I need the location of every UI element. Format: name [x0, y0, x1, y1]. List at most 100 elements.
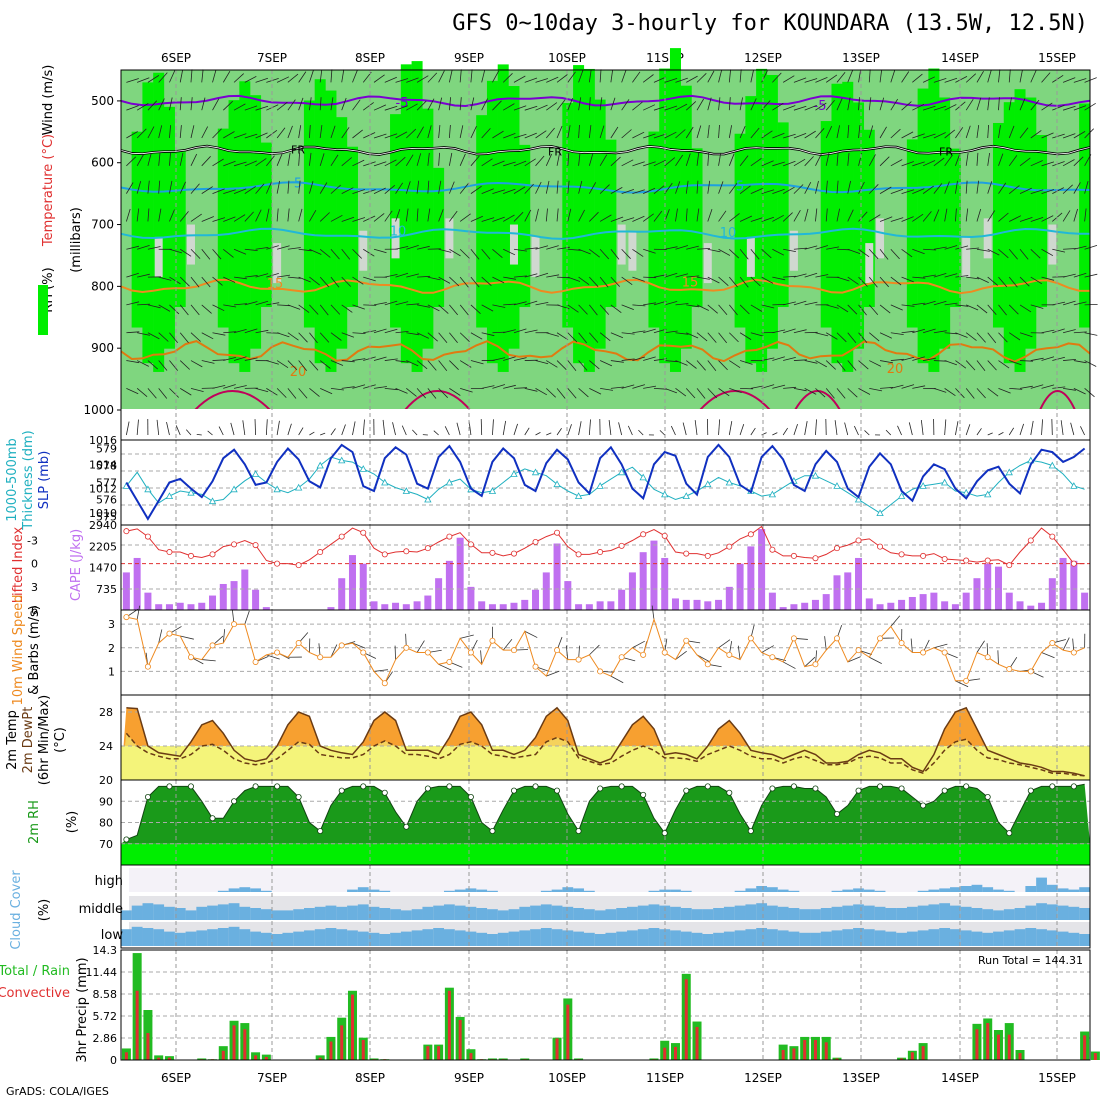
wind-barb [998, 332, 1008, 343]
wind-barb [858, 388, 871, 395]
wind-barb [890, 276, 902, 286]
precip-convective-bar [910, 1052, 914, 1060]
bottom-day-label-2: 8SEP [355, 1071, 385, 1085]
wind-barb [513, 211, 524, 222]
wind-barb [675, 154, 684, 167]
wind-barb [212, 69, 217, 83]
wind-barb [653, 76, 666, 83]
wind-barb [255, 273, 269, 278]
wind-barb [276, 332, 290, 338]
wind-barb [600, 387, 613, 391]
contour-15 [120, 278, 1091, 295]
cape-bar [973, 578, 981, 610]
cloud-bar-middle [766, 905, 778, 920]
wind-barb [255, 105, 269, 111]
contour-25-loop-1 [404, 390, 471, 411]
wind-barb [826, 304, 839, 309]
wind-barb [395, 156, 406, 167]
cloud-bar-middle [196, 906, 208, 920]
rh-high-patch [508, 86, 520, 349]
wind-barb [406, 360, 419, 367]
wind-barb [944, 332, 958, 335]
wind-barb [169, 97, 173, 111]
wind-barb [201, 360, 215, 364]
wind-barb [901, 304, 915, 307]
lifted-index-line-marker [726, 543, 733, 550]
wind-barb [750, 69, 754, 83]
wind-barb [869, 332, 880, 342]
wind-barb [653, 133, 667, 139]
wind-barb [524, 247, 538, 250]
precip-tick-1: 11.44 [86, 966, 118, 979]
wind-barb [804, 208, 809, 222]
wind-barb [513, 105, 527, 111]
wind-barb [610, 126, 619, 139]
cross-section-surface-gap [121, 409, 1090, 439]
wind-barb [772, 102, 784, 111]
wind-barb [686, 360, 697, 369]
wind-barb [136, 208, 140, 222]
wind-barb [287, 208, 290, 222]
wind-barb [825, 360, 836, 370]
cloud-bar-low [357, 931, 369, 946]
wind-barb [503, 248, 516, 256]
wind-barb [147, 304, 161, 309]
cloud-bar-middle [476, 908, 488, 920]
wind-barb [169, 152, 171, 166]
slp-tick-1010: 1010 [89, 507, 117, 520]
wind-barb [427, 208, 431, 222]
cloud-bar-high [1036, 877, 1047, 892]
wind-barb [858, 211, 868, 222]
wind-speed-line-marker [726, 651, 733, 658]
contour-label-fr-3: FR [939, 145, 953, 158]
wind-barb [1030, 130, 1042, 139]
precip-convective-bar [792, 1048, 796, 1060]
wind-barb [567, 304, 579, 313]
lifted-index-line-marker [704, 552, 711, 559]
wind-label: Wind (m/s) [41, 65, 56, 136]
wind-barb [729, 387, 742, 393]
cape-bar [962, 592, 970, 610]
precip-convective-bar [447, 990, 451, 1060]
cloud-bar-low [443, 929, 455, 946]
wind-barbs-label: & Barbs (m/s) [27, 605, 42, 695]
wind-barb [599, 276, 609, 288]
wind-barb [847, 276, 859, 285]
wind-barb [341, 332, 355, 338]
wind-barb [481, 98, 488, 111]
wind-barb-10m [955, 680, 969, 688]
rh-high-patch [217, 128, 229, 328]
cloud-bar-low [788, 931, 800, 946]
cape-bar [876, 604, 884, 610]
wind-barb [158, 125, 163, 139]
wind-barb [449, 360, 459, 370]
wind-barb [1062, 184, 1073, 194]
wind-barb [632, 276, 645, 282]
wind-barb [750, 157, 762, 167]
cloud-bar-low [745, 929, 757, 946]
cape-bar [596, 601, 604, 610]
cloud-bar-low [702, 934, 714, 946]
wind-barb [179, 125, 182, 139]
wind-barb [373, 248, 387, 254]
wind-barb [556, 99, 566, 111]
contour-label-minus5-b: -5 [814, 99, 827, 114]
wind-barb [190, 153, 198, 166]
thickness-line-marker [704, 480, 712, 488]
cloud-bar-low [400, 931, 412, 946]
cloud-bar-high [1003, 890, 1015, 892]
thickness-line-marker [510, 470, 518, 477]
wind-barb [965, 180, 968, 194]
wind-barb [147, 332, 160, 340]
wind-barb [1030, 357, 1044, 361]
wind-barb [643, 187, 656, 195]
cloud-bar-low [777, 930, 789, 946]
wind-barb [815, 360, 827, 368]
wind-barb [384, 274, 398, 278]
wind-barb-surface [739, 423, 745, 436]
wind-barb [696, 152, 700, 166]
wind-barb [169, 304, 180, 315]
cloud-bar-low [723, 931, 735, 946]
wind-barb [416, 360, 428, 370]
wind-barb [1008, 69, 1011, 83]
